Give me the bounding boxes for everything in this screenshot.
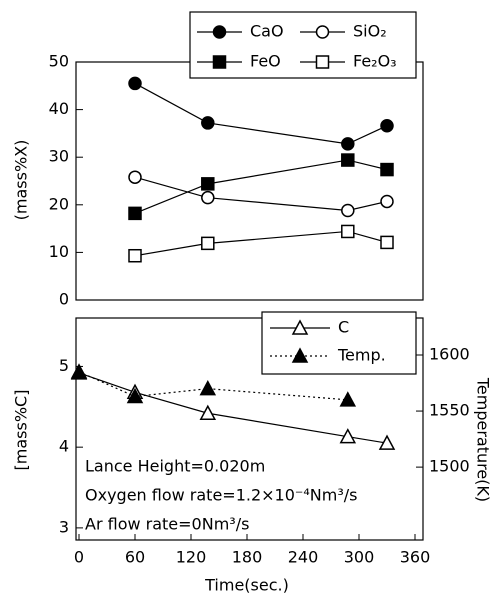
y-tick-label: 3: [59, 517, 69, 536]
data-point: [380, 194, 394, 209]
data-point: [201, 236, 215, 251]
y-tick-label: 5: [59, 356, 69, 375]
data-point: [380, 162, 394, 177]
y2-tick-label: 1550: [429, 401, 470, 420]
data-point: [128, 170, 142, 184]
y2-tick-label: 1500: [429, 457, 470, 476]
y-axis-label: [mass%C]: [12, 390, 31, 471]
legend-marker: [212, 55, 227, 69]
y-tick-label: 50: [49, 52, 69, 71]
data-point: [199, 380, 217, 396]
x-tick-label: 0: [74, 548, 84, 567]
y-tick-label: 20: [49, 194, 69, 213]
data-point: [339, 391, 357, 407]
series-line: [134, 159, 388, 214]
data-point: [380, 119, 394, 133]
data-point: [201, 177, 215, 191]
y2-tick-label: 1600: [429, 345, 470, 364]
legend-label: SiO₂: [353, 22, 387, 41]
legend-marker: [291, 319, 309, 335]
plot-frame: [75, 61, 424, 301]
x-tick-label: 120: [176, 548, 207, 567]
y2-axis-label: Temperature(K): [474, 377, 493, 502]
data-point: [199, 404, 217, 421]
data-point: [341, 203, 355, 218]
legend-marker: [212, 25, 227, 39]
x-tick-label: 240: [288, 548, 319, 567]
legend-box: [261, 311, 417, 375]
legend-marker: [315, 55, 330, 69]
annotation: Lance Height=0.020m: [85, 457, 265, 476]
x-tick-label: 60: [125, 548, 145, 567]
data-point: [201, 190, 215, 205]
data-point: [341, 224, 355, 239]
series-line: [134, 230, 388, 257]
legend-label: Temp.: [337, 346, 386, 365]
data-point: [128, 248, 142, 263]
data-point: [339, 428, 357, 444]
y-tick-label: 40: [49, 99, 69, 118]
legend-marker: [291, 347, 309, 363]
data-point: [126, 387, 144, 404]
legend-marker: [315, 25, 330, 39]
annotation: Ar flow rate=0Nm³/s: [85, 515, 249, 534]
data-point: [380, 235, 394, 250]
series-line: [78, 371, 348, 401]
data-point: [378, 434, 396, 450]
data-point: [341, 137, 355, 151]
y-axis-label: (mass%X): [12, 140, 31, 221]
x-tick-label: 360: [400, 548, 431, 567]
legend-label: CaO: [250, 22, 284, 41]
series-line: [134, 82, 388, 145]
series-line: [78, 372, 388, 444]
legend-label: FeO: [250, 52, 281, 71]
data-point: [128, 76, 142, 91]
series-line: [134, 176, 388, 212]
x-axis-label: Time(sec.): [204, 576, 289, 595]
plot-frame: [75, 317, 424, 541]
y-tick-label: 10: [49, 242, 69, 261]
y-tick-label: 4: [59, 437, 69, 456]
data-point: [201, 116, 215, 130]
annotation: Oxygen flow rate=1.2×10⁻⁴Nm³/s: [85, 486, 357, 505]
legend-label: C: [338, 318, 349, 337]
data-point: [128, 206, 142, 221]
y-tick-label: 30: [49, 147, 69, 166]
y-tick-label: 0: [59, 290, 69, 309]
data-point: [70, 363, 88, 379]
x-tick-label: 300: [344, 548, 375, 567]
legend-box: [189, 11, 417, 79]
legend-label: Fe₂O₃: [353, 52, 397, 71]
x-tick-label: 180: [232, 548, 263, 567]
data-point: [341, 153, 355, 167]
